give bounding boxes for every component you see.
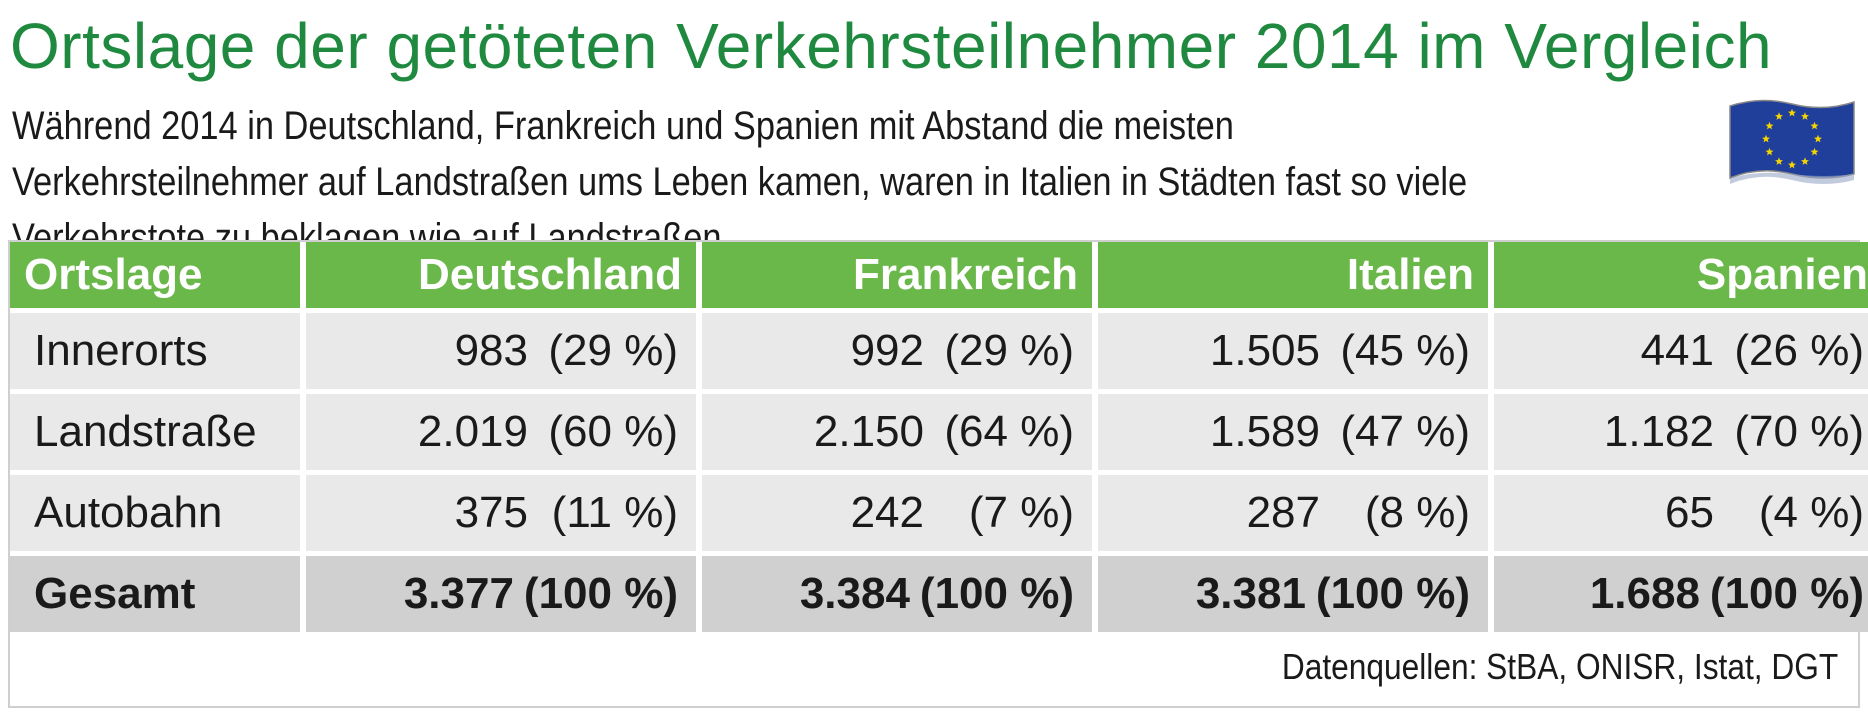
source-note: Datenquellen: StBA, ONISR, Istat, DGT [1281, 646, 1838, 687]
table-cell: 983 (29 %) [306, 308, 696, 389]
table-cell: 441 (26 %) [1494, 308, 1868, 389]
cell-count: 983 [454, 326, 528, 375]
cell-count: 1.589 [1209, 407, 1320, 456]
cell-percentage: (47 %) [1340, 407, 1470, 456]
cell-percentage: (26 %) [1734, 326, 1864, 375]
row-label: Innerorts [10, 308, 300, 389]
cell-count: 375 [454, 488, 528, 537]
cell-percentage: (4 %) [1758, 488, 1864, 537]
cell-percentage: (45 %) [1340, 326, 1470, 375]
table-body: Innerorts 983 (29 %) 992 (29 %) 1.505 (45 %) 44… [10, 308, 1868, 632]
cell-percentage: (70 %) [1734, 407, 1864, 456]
table-cell: 2.019 (60 %) [306, 389, 696, 470]
table-total-row: Gesamt 3.377 (100 %) 3.384 (100 %) 3.381 (100 … [10, 551, 1868, 632]
flag-star [1810, 121, 1819, 130]
cell-count: 1.505 [1209, 326, 1320, 375]
column-header-frankreich: Frankreich [702, 242, 1092, 308]
cell-percentage: (29 %) [548, 326, 678, 375]
table-cell: 375 (11 %) [306, 470, 696, 551]
cell-count: 2.019 [417, 407, 528, 456]
table-cell: 992 (29 %) [702, 308, 1092, 389]
flag-star [1788, 160, 1796, 169]
cell-count: 3.377 [403, 569, 514, 618]
table-cell: 1.505 (45 %) [1098, 308, 1488, 389]
cell-percentage: (64 %) [944, 407, 1074, 456]
cell-percentage: (29 %) [944, 326, 1074, 375]
column-header-italien: Italien [1098, 242, 1488, 308]
flag-star [1810, 147, 1819, 156]
row-label: Landstraße [10, 389, 300, 470]
cell-count: 1.182 [1603, 407, 1714, 456]
flag-star [1788, 108, 1796, 117]
cell-count: 3.384 [799, 569, 910, 618]
table-cell: 1.688 (100 %) [1494, 551, 1868, 632]
cell-count: 3.381 [1195, 569, 1306, 618]
flag-star [1775, 157, 1783, 165]
flag-star [1765, 121, 1774, 130]
table-cell: 2.150 (64 %) [702, 389, 1092, 470]
cell-percentage: (100 %) [523, 569, 678, 618]
cell-percentage: (100 %) [1709, 569, 1864, 618]
data-table: Ortslage Deutschland Frankreich Italien Span… [4, 242, 1868, 632]
cell-percentage: (11 %) [551, 488, 678, 537]
cell-count: 242 [850, 488, 924, 537]
cell-count: 2.150 [813, 407, 924, 456]
table-cell: 287 (8 %) [1098, 470, 1488, 551]
column-header-deutschland: Deutschland [306, 242, 696, 308]
table-row: Innerorts 983 (29 %) 992 (29 %) 1.505 (45 %) 44… [10, 308, 1868, 389]
cell-percentage: (60 %) [548, 407, 678, 456]
eu-flag-icon [1729, 99, 1855, 184]
flag-star [1765, 147, 1774, 156]
cell-count: 992 [850, 326, 924, 375]
cell-percentage: (8 %) [1364, 488, 1470, 537]
column-header-ortslage: Ortslage [10, 242, 300, 308]
table-row: Landstraße 2.019 (60 %) 2.150 (64 %) 1.589 (47… [10, 389, 1868, 470]
cell-percentage: (100 %) [1315, 569, 1470, 618]
row-label: Autobahn [10, 470, 300, 551]
table-row: Autobahn 375 (11 %) 242 (7 %) 287 (8 %) 65 (4 %) [10, 470, 1868, 551]
row-label: Gesamt [10, 551, 300, 632]
cell-percentage: (7 %) [968, 488, 1074, 537]
table-cell: 65 (4 %) [1494, 470, 1868, 551]
cell-count: 287 [1246, 488, 1320, 537]
page-title: Ortslage der getöteten Verkehrsteilnehme… [10, 10, 1773, 82]
cell-count: 1.688 [1589, 569, 1700, 618]
table-cell: 3.377 (100 %) [306, 551, 696, 632]
table-cell: 1.589 (47 %) [1098, 389, 1488, 470]
flag-star [1814, 134, 1822, 143]
flag-star [1775, 112, 1783, 120]
column-header-spanien: Spanien [1494, 242, 1868, 308]
table-cell: 1.182 (70 %) [1494, 389, 1868, 470]
table-cell: 3.381 (100 %) [1098, 551, 1488, 632]
table-header-row: Ortslage Deutschland Frankreich Italien Span… [10, 242, 1868, 308]
cell-percentage: (100 %) [919, 569, 1074, 618]
flag-star [1801, 157, 1809, 165]
cell-count: 441 [1640, 326, 1714, 375]
flag-star [1801, 112, 1809, 120]
table-cell: 3.384 (100 %) [702, 551, 1092, 632]
subtitle: Während 2014 in Deutschland, Frankreich … [12, 104, 1468, 260]
cell-count: 65 [1665, 488, 1714, 537]
data-table-frame: Ortslage Deutschland Frankreich Italien Span… [8, 240, 1868, 708]
flag-star [1762, 134, 1770, 143]
table-cell: 242 (7 %) [702, 470, 1092, 551]
